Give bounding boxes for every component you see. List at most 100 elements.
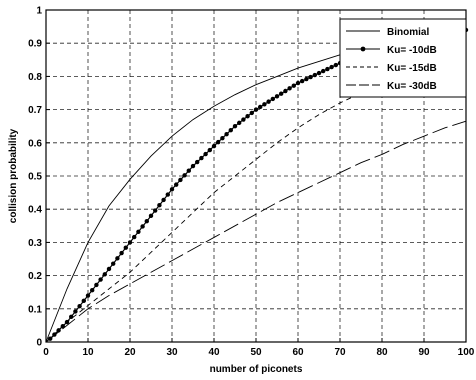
series-marker xyxy=(211,143,217,149)
legend-label-2: Ku= -15dB xyxy=(387,63,437,74)
series-marker xyxy=(295,80,301,86)
series-marker xyxy=(77,303,82,309)
series-marker xyxy=(308,74,313,80)
series-marker xyxy=(245,114,250,119)
grid-lines xyxy=(46,10,466,342)
x-axis-ticks: 0 10 20 30 40 50 60 70 80 90 100 xyxy=(43,338,475,358)
series-marker xyxy=(224,131,229,137)
y-tick-label: 0.2 xyxy=(28,271,42,282)
series-marker xyxy=(203,151,208,157)
y-axis-ticks: 0 0.1 0.2 0.3 0.4 0.5 0.6 0.7 0.8 0.9 1 xyxy=(28,6,50,349)
y-tick-label: 1 xyxy=(36,6,42,17)
series-marker xyxy=(144,218,149,224)
series-marker xyxy=(165,192,170,197)
series-marker xyxy=(153,208,158,213)
series-marker xyxy=(329,64,334,70)
y-tick-label: 0.4 xyxy=(28,205,42,216)
series-marker xyxy=(69,314,74,319)
series-marker xyxy=(195,159,200,165)
series-marker xyxy=(304,76,309,82)
series-marker xyxy=(85,293,91,298)
series-marker xyxy=(199,155,204,161)
series-marker xyxy=(232,124,238,129)
x-tick-label: 30 xyxy=(166,347,178,358)
series-marker xyxy=(186,168,191,173)
series-marker xyxy=(220,135,225,141)
series-marker xyxy=(237,120,242,126)
series-marker xyxy=(73,309,78,314)
legend-marker-1 xyxy=(360,46,366,52)
series-marker xyxy=(266,99,271,104)
series-marker xyxy=(258,104,263,110)
series-marker xyxy=(115,256,120,261)
series-marker xyxy=(148,213,154,219)
legend: Binomial Ku= -10dB Ku= -15dB Ku= -30dB xyxy=(339,18,467,98)
series-marker xyxy=(300,78,305,84)
series-marker xyxy=(279,91,284,96)
series-marker xyxy=(140,224,145,229)
y-tick-label: 0.1 xyxy=(28,304,42,315)
series-marker xyxy=(316,70,322,76)
x-tick-label: 50 xyxy=(250,347,262,358)
x-axis-label: number of piconets xyxy=(210,364,303,375)
series-marker xyxy=(174,182,179,187)
series-marker xyxy=(136,229,141,234)
series-marker xyxy=(106,266,112,272)
x-tick-label: 70 xyxy=(334,347,346,358)
series-marker xyxy=(132,234,137,240)
legend-box xyxy=(339,18,467,98)
legend-label-1: Ku= -10dB xyxy=(387,45,437,56)
y-tick-label: 0 xyxy=(36,338,42,349)
series-line-3 xyxy=(45,120,467,343)
x-tick-label: 90 xyxy=(418,347,430,358)
y-axis-label: collision probability xyxy=(8,128,19,223)
y-tick-label: 0.7 xyxy=(28,105,42,116)
series-marker xyxy=(274,94,280,99)
x-tick-label: 10 xyxy=(82,347,94,358)
series-marker xyxy=(178,177,183,183)
series-marker xyxy=(321,68,326,74)
x-tick-label: 20 xyxy=(124,347,136,358)
y-tick-label: 0.5 xyxy=(28,172,42,183)
legend-label-3: Ku= -30dB xyxy=(387,81,437,92)
series-marker xyxy=(333,62,338,68)
x-tick-label: 40 xyxy=(208,347,220,358)
legend-label-0: Binomial xyxy=(387,27,429,38)
series-marker xyxy=(270,96,275,102)
series-marker xyxy=(94,282,99,288)
series-marker xyxy=(119,250,124,256)
series-marker xyxy=(216,139,221,145)
series-marker xyxy=(241,117,246,122)
series-marker xyxy=(161,197,166,203)
series-marker xyxy=(283,88,288,94)
x-tick-label: 0 xyxy=(43,347,49,358)
y-tick-label: 0.8 xyxy=(28,72,42,83)
x-tick-label: 100 xyxy=(458,347,475,358)
series-marker xyxy=(207,147,212,153)
series-marker xyxy=(190,163,196,169)
series-marker xyxy=(127,240,133,245)
series-marker xyxy=(90,288,95,293)
series-marker xyxy=(102,272,108,277)
y-tick-label: 0.3 xyxy=(28,238,42,249)
series-marker xyxy=(325,66,330,72)
series-marker xyxy=(98,277,103,282)
series-marker xyxy=(169,187,175,192)
series-marker xyxy=(312,72,317,78)
series-marker xyxy=(182,173,187,178)
series-marker xyxy=(249,110,254,116)
series-marker xyxy=(123,245,128,250)
y-tick-label: 0.9 xyxy=(28,39,42,50)
x-tick-label: 60 xyxy=(292,347,304,358)
series-marker xyxy=(81,298,87,304)
y-tick-label: 0.6 xyxy=(28,138,42,149)
series-marker xyxy=(228,127,233,133)
series-marker xyxy=(291,83,296,88)
x-tick-label: 80 xyxy=(376,347,388,358)
series-marker xyxy=(157,203,162,208)
series-marker xyxy=(111,261,116,266)
series-marker xyxy=(262,102,267,107)
series-marker xyxy=(253,107,259,112)
series-marker xyxy=(287,86,292,91)
